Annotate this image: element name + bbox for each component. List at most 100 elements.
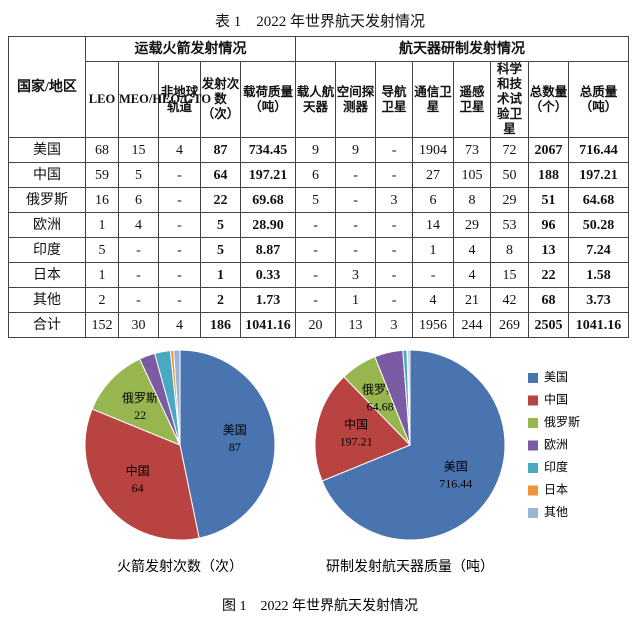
table-cell: 5 [295, 187, 337, 213]
table-cell: 64.68 [568, 187, 630, 213]
header-cell: LEO [85, 61, 119, 138]
table-cell: 1 [335, 287, 377, 313]
legend-swatch [528, 508, 538, 518]
table-cell: 22 [528, 262, 570, 288]
table-cell: 1 [85, 262, 119, 288]
legend-label: 其他 [544, 505, 568, 519]
table-cell: - [375, 237, 414, 263]
legend-label: 日本 [544, 482, 568, 496]
header-cell: 总质量（吨） [568, 61, 630, 138]
table-cell: 1.73 [239, 287, 297, 313]
legend-swatch [528, 440, 538, 451]
table-cell: 4 [453, 237, 492, 263]
table-cell: 53 [490, 212, 530, 238]
header-cell: 科学和技术试验卫星 [490, 61, 530, 138]
header-group: 运载火箭发射情况 [84, 36, 297, 62]
table-cell: 2 [85, 287, 119, 313]
table-row: 俄罗斯 16 6-22 69.68 5-3 6 8 29 51 64.68 [8, 187, 630, 213]
table-row: 印度 5- -5 8.87- - -1 4 8 13 7.24 [8, 237, 630, 263]
table-cell: 29 [490, 187, 530, 213]
table-cell: 4 [118, 212, 159, 238]
table-cell: 4 [158, 312, 201, 338]
table-cell: 俄罗斯 [8, 187, 86, 213]
launch-table: 国家/地区 运载火箭发射情况 航天器研制发射情况 LEO MEO/HEO/GTO 非地球… [8, 36, 630, 338]
table-cell: 13 [335, 312, 377, 338]
table-cell: 5 [200, 212, 241, 238]
table-cell: - [375, 262, 414, 288]
table-cell: 50.28 [568, 212, 630, 238]
table-cell: 1.58 [568, 262, 630, 288]
header-cell: 载荷质量（吨） [239, 61, 297, 138]
legend-swatch [528, 485, 538, 496]
table-cell: 中国 [8, 162, 86, 188]
pie-slice [407, 349, 411, 446]
table-cell: 188 [528, 162, 570, 188]
table-cell: 7.24 [568, 237, 630, 263]
table-cell: 3 [375, 187, 414, 213]
table-cell: 30 [118, 312, 159, 338]
table-cell: 68 [85, 137, 119, 163]
pie-slice [91, 358, 181, 446]
table-cell: - [295, 237, 337, 263]
table-row: 其他 2- -2 1.73-1-4 21 42 68 3.73 [8, 287, 630, 313]
legend-swatch [528, 373, 538, 383]
slice-name: 中国 [344, 416, 368, 431]
table-cell: 6 [295, 162, 337, 188]
header-cell: 国家/地区 [8, 36, 86, 138]
legend-swatch [528, 395, 538, 406]
pie-slice [179, 349, 276, 539]
table-cell: 197.21 [239, 162, 297, 188]
figure-caption: 图 1 2022 年世界航天发射情况 [222, 598, 418, 614]
table-cell: 96 [528, 212, 570, 238]
table-cell: 1 [412, 237, 455, 263]
table-cell: 269 [490, 312, 530, 338]
table-cell: 4 [158, 137, 201, 163]
slice-value: 22 [134, 408, 146, 422]
table-cell: 14 [412, 212, 455, 238]
table-cell: - [158, 287, 201, 313]
legend-label: 中国 [544, 391, 568, 406]
table-cell: 716.44 [568, 137, 630, 163]
table-cell: 4 [453, 262, 492, 288]
table-row: 日本 1- -1 0.33-3- -4 15 22 1.58 [8, 262, 630, 288]
table-cell: 28.90 [239, 212, 297, 238]
table-row: 美国 68 15 4 87 734.45 9 9-1904 73 72 2067 716.44 [8, 137, 630, 163]
table-cell: 2 [200, 287, 241, 313]
header-cell: 总数量（个） [528, 61, 570, 138]
table-cell: 1956 [412, 312, 455, 338]
header-cell: 遥感卫星 [453, 61, 492, 138]
table-cell: 50 [490, 162, 530, 188]
table-cell: - [118, 287, 159, 313]
table-cell: - [412, 262, 455, 288]
table-cell: 2505 [528, 312, 570, 338]
table-cell: - [158, 237, 201, 263]
table-cell: 21 [453, 287, 492, 313]
table-cell: - [335, 237, 377, 263]
table-cell: 3.73 [568, 287, 630, 313]
slice-name: 美国 [223, 423, 247, 437]
header-cell: 导航卫星 [375, 61, 414, 138]
table-cell: 5 [85, 237, 119, 263]
table-cell: - [158, 187, 201, 213]
table-cell: 59 [85, 162, 119, 188]
table-cell: 16 [85, 187, 119, 213]
table-title: 表 1 2022 年世界航天发射情况 [214, 14, 425, 30]
table-cell: 6 [118, 187, 159, 213]
table-cell: 8.87 [239, 237, 297, 263]
slice-value: 87 [229, 440, 241, 454]
table-cell: 22 [200, 187, 241, 213]
table-cell: 日本 [8, 262, 86, 288]
table-cell: 5 [118, 162, 159, 188]
table-cell: 42 [490, 287, 530, 313]
legend-label: 美国 [544, 370, 568, 384]
table-cell: 244 [453, 312, 492, 338]
table-cell: 4 [412, 287, 455, 313]
table-cell: 27 [412, 162, 455, 188]
table-cell: 64 [200, 162, 241, 188]
legend-label: 俄罗斯 [544, 415, 580, 429]
table-cell: 8 [453, 187, 492, 213]
table-cell: 152 [85, 312, 119, 338]
table-cell: - [335, 212, 377, 238]
table-cell: 欧洲 [8, 212, 86, 238]
